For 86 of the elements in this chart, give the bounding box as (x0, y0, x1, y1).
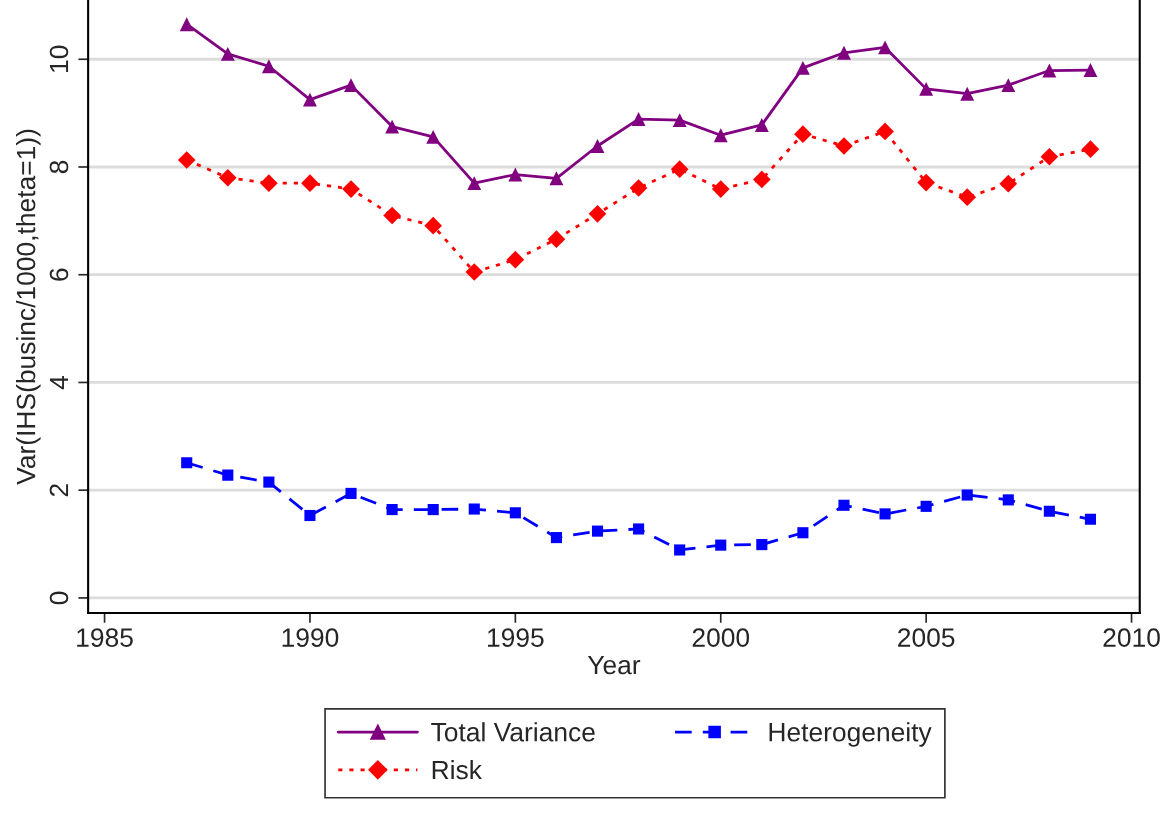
point (754, 118, 769, 132)
point (958, 188, 977, 206)
point (550, 532, 562, 544)
point (917, 173, 935, 192)
point (1042, 63, 1057, 78)
point (222, 469, 234, 481)
point (629, 179, 648, 197)
point (345, 487, 357, 499)
point (1002, 494, 1014, 506)
point (1083, 63, 1098, 77)
y-tick-label: 4 (49, 375, 69, 390)
point (547, 230, 566, 249)
point (919, 81, 934, 96)
point (633, 523, 645, 535)
point (674, 544, 686, 556)
point (920, 500, 932, 512)
point (467, 176, 482, 191)
point (179, 17, 194, 32)
point (177, 151, 196, 169)
x-tick-label: 2005 (898, 628, 955, 647)
y-tick-label: 2 (49, 484, 69, 497)
point (837, 45, 851, 60)
point (263, 476, 275, 488)
legend-label: Risk (432, 759, 482, 780)
point (1081, 140, 1100, 159)
point (344, 78, 358, 93)
point (835, 137, 853, 155)
point (218, 168, 237, 187)
point (261, 59, 276, 74)
x-tick-label: 2010 (1103, 628, 1160, 647)
legend-label: Heterogeneity (769, 722, 932, 747)
point (303, 92, 317, 107)
point (1043, 505, 1055, 517)
point (1084, 513, 1097, 525)
point (260, 174, 278, 192)
point (960, 86, 975, 101)
point (588, 205, 607, 223)
y-axis-title: Var(IHS(businc/1000,theta=1)) (16, 129, 41, 485)
point (797, 527, 809, 539)
point (1040, 147, 1059, 166)
point (509, 507, 521, 519)
point (713, 128, 728, 143)
point (465, 263, 484, 281)
point (878, 40, 892, 55)
point (468, 503, 480, 515)
point (301, 174, 319, 192)
x-tick-label: 1985 (77, 628, 133, 647)
point (549, 171, 564, 186)
point (508, 167, 523, 182)
y-tick-label: 6 (49, 268, 69, 281)
point (879, 508, 891, 520)
point (383, 206, 401, 225)
point (426, 129, 441, 144)
point (794, 125, 812, 143)
x-tick-label: 1995 (488, 628, 544, 647)
point (752, 170, 771, 189)
y-tick-label: 0 (49, 591, 69, 605)
point (506, 250, 525, 269)
point (342, 180, 360, 198)
x-axis-title: Year (587, 655, 641, 675)
y-tick-label: 8 (49, 160, 69, 174)
point (385, 119, 400, 134)
point (876, 122, 894, 141)
point (424, 216, 443, 235)
point (591, 525, 604, 537)
point (711, 180, 730, 198)
point (304, 509, 316, 522)
y-tick-label: 10 (49, 45, 69, 72)
point (756, 539, 768, 551)
point (631, 112, 646, 126)
x-tick-label: 2000 (692, 628, 750, 647)
point (999, 174, 1018, 193)
point (838, 499, 850, 511)
x-tick-label: 1990 (282, 628, 339, 647)
point (386, 504, 398, 516)
point (672, 113, 687, 128)
point (961, 489, 973, 501)
point (715, 539, 727, 551)
point (1001, 78, 1016, 93)
point (220, 46, 235, 61)
point (795, 60, 810, 75)
point (670, 160, 689, 178)
point (590, 139, 605, 153)
legend-label: Total Variance (431, 722, 595, 742)
point (427, 504, 439, 516)
point (181, 457, 193, 469)
